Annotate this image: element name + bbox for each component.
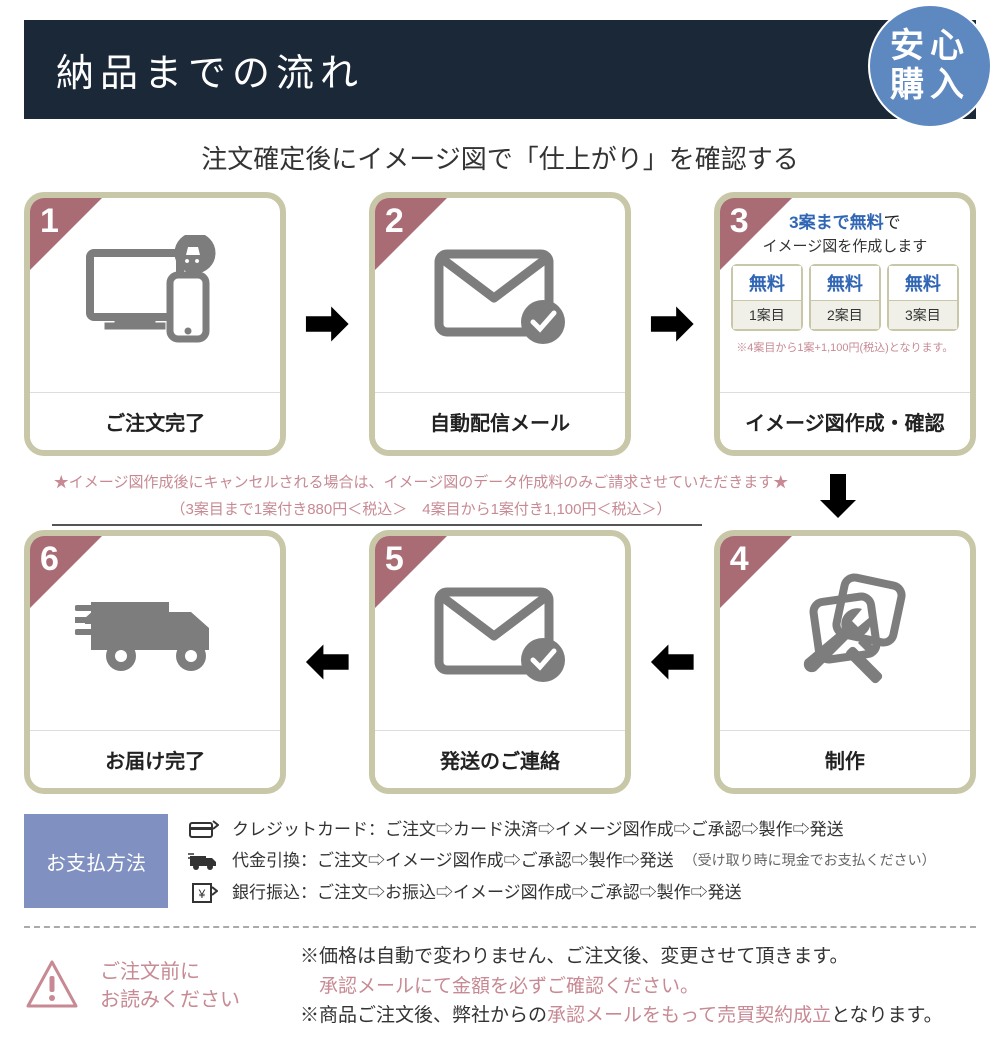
warning-section: ご注文前に お読みください ※価格は自動で変わりません、ご注文後、変更させて頂き… [24, 942, 976, 1030]
flow-row-1: 1 ご注文完了 2 自動配信メール 3 3案まで無料で イメージ図を作成します … [24, 192, 976, 456]
trust-badge: 安心 購入 [868, 4, 992, 128]
arrow-right-icon [649, 304, 696, 344]
step-3-label: イメージ図作成・確認 [720, 392, 970, 450]
payment-label: お支払方法 [24, 814, 168, 908]
arrow-right-icon [304, 304, 351, 344]
step-1-label: ご注文完了 [30, 392, 280, 450]
step-5-card: 5 発送のご連絡 [369, 530, 631, 794]
card-icon [186, 819, 222, 841]
step-4-label: 制作 [720, 730, 970, 788]
step-3-card: 3 3案まで無料で イメージ図を作成します 無料1案目 無料2案目 無料3案目 … [714, 192, 976, 456]
step-5-label: 発送のご連絡 [375, 730, 625, 788]
cancel-note-1: ★イメージ図作成後にキャンセルされる場合は、イメージ図のデータ作成料のみご請求さ… [24, 472, 818, 493]
divider [24, 926, 976, 928]
flow-row-2: 6 お届け完了 5 発送のご連絡 4 制作 [24, 530, 976, 794]
svg-text:¥: ¥ [198, 887, 206, 901]
step-6-label: お届け完了 [30, 730, 280, 788]
header: 納品までの流れ 安心 購入 [24, 20, 976, 119]
warning-icon [24, 958, 80, 1014]
subtitle: 注文確定後にイメージ図で「仕上がり」を確認する [24, 139, 976, 176]
header-title: 納品までの流れ [56, 53, 364, 95]
step-2-card: 2 自動配信メール [369, 192, 631, 456]
step-4-card: 4 制作 [714, 530, 976, 794]
cod-icon [186, 850, 222, 872]
arrow-down-icon [818, 472, 858, 520]
arrow-left-icon [649, 642, 696, 682]
arrow-left-icon [304, 642, 351, 682]
step-1-card: 1 ご注文完了 [24, 192, 286, 456]
step-2-label: 自動配信メール [375, 392, 625, 450]
payment-section: お支払方法 クレジットカード：ご注文⇨カード決済⇨イメージ図作成⇨ご承認⇨製作⇨… [24, 814, 976, 908]
cancel-note-2: （3案目まで1案付き880円＜税込＞ 4案目から1案付き1,100円＜税込＞） [24, 499, 818, 520]
bank-icon: ¥ [186, 881, 222, 905]
step-6-card: 6 お届け完了 [24, 530, 286, 794]
free-options: 無料1案目 無料2案目 無料3案目 [731, 264, 959, 331]
